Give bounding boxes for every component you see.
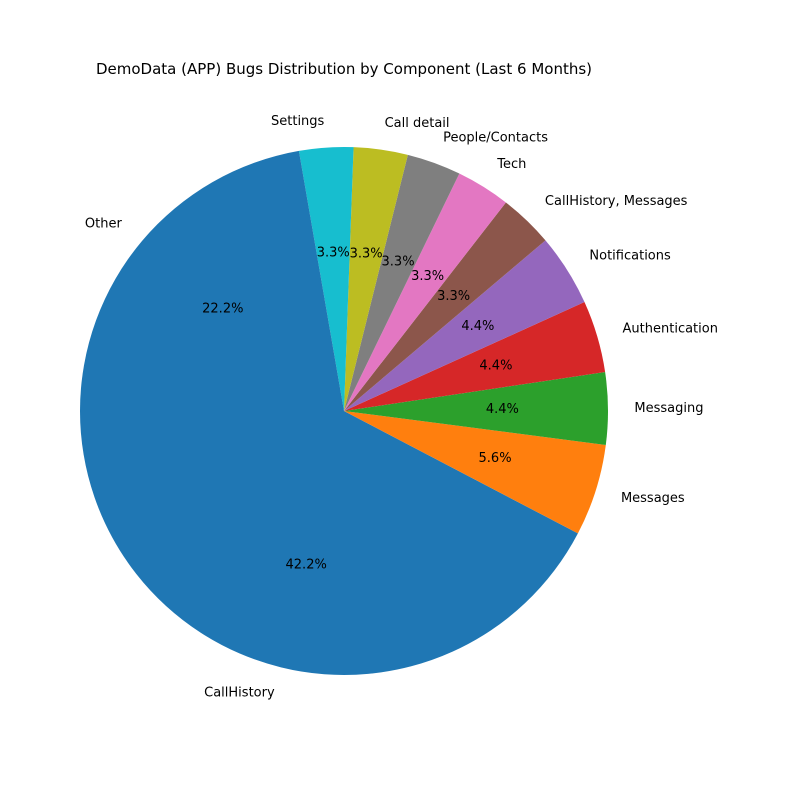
pct-label-callhistory-messages: 3.3% [437, 289, 470, 304]
pie-slice-other [80, 150, 344, 412]
slice-label-authentication: Authentication [623, 321, 718, 336]
chart-title: DemoData (APP) Bugs Distribution by Comp… [96, 60, 592, 78]
slice-label-settings: Settings [271, 114, 325, 129]
pie-labels: CallHistory 42.2% Messages 5.6% Messaging 4.4… [85, 114, 718, 701]
pie-slice-messages [344, 411, 606, 534]
pct-label-settings: 3.3% [317, 245, 350, 260]
pie-slice-tech [344, 173, 506, 411]
pct-label-callhistory: 42.2% [286, 557, 327, 572]
slice-label-notifications: Notifications [589, 248, 671, 263]
slice-label-messages: Messages [621, 491, 685, 506]
pie-slice-callhistory-messages [344, 202, 546, 411]
pct-label-people-contacts: 3.3% [382, 255, 415, 270]
pct-label-authentication: 4.4% [479, 359, 512, 374]
pie-slice-settings [298, 147, 354, 411]
pie-slice-callhistory [80, 411, 578, 676]
pie-slices [80, 147, 609, 676]
pie-slice-notifications [344, 240, 585, 411]
slice-label-messaging: Messaging [634, 401, 703, 416]
pct-label-other: 22.2% [202, 302, 243, 317]
slice-label-people-contacts: People/Contacts [443, 131, 548, 146]
pie-slice-people-contacts [344, 154, 460, 411]
pie-slice-authentication [344, 302, 606, 411]
slice-label-other: Other [85, 217, 123, 232]
slice-label-call-detail: Call detail [385, 116, 450, 131]
pct-label-tech: 3.3% [411, 269, 444, 284]
pct-label-messaging: 4.4% [486, 402, 519, 417]
slice-label-tech: Tech [496, 157, 526, 172]
pie-slice-call-detail [344, 147, 408, 411]
pct-label-call-detail: 3.3% [350, 247, 383, 262]
pct-label-messages: 5.6% [479, 451, 512, 466]
slice-label-callhistory-messages: CallHistory, Messages [545, 194, 688, 209]
pie-slice-messaging [344, 372, 609, 446]
slice-label-callhistory: CallHistory [204, 686, 275, 701]
pct-label-notifications: 4.4% [461, 319, 494, 334]
